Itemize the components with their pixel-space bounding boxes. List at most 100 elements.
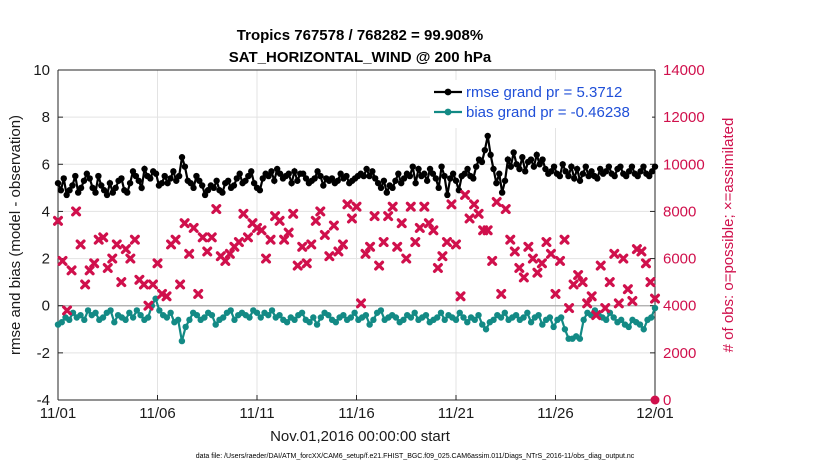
series-point [360,172,367,180]
series-point [636,321,644,328]
series-point [464,319,471,326]
assimilated-obs-point [514,263,525,273]
legend-marker [444,88,452,96]
assimilated-obs-point [527,253,538,264]
series-point [167,175,174,182]
assimilated-obs-point [496,288,507,299]
assimilated-obs-point [545,248,556,259]
x-tick-label: 12/01 [636,405,674,422]
series-3 [53,189,660,321]
series-point [58,319,65,326]
series-point [441,172,448,180]
assimilated-obs-point [595,260,606,271]
assimilated-obs-point [71,206,82,217]
assimilated-obs-point [414,222,425,233]
series-point [527,319,535,326]
assimilated-obs-point [392,241,403,252]
assimilated-obs-point [455,291,466,302]
series-point [311,175,318,182]
y-tick-label: 2 [42,251,50,268]
series-point [435,184,442,192]
series-point [306,319,313,326]
series-point [265,172,272,180]
series-point [530,163,538,170]
x-tick-label: 11/26 [537,405,573,422]
series-point [585,172,592,180]
series-point [60,175,67,182]
assimilated-obs-point [224,248,235,259]
series-point [484,132,491,140]
series-point [565,172,572,180]
assimilated-obs-point [202,246,213,257]
assimilated-obs-point [387,201,398,212]
legend-label: rmse grand pr = 5.3712 [466,84,622,101]
legend-box [430,80,652,128]
x-tick-label: 11/11 [239,405,274,422]
assimilated-obs-point [383,211,394,222]
series-point [412,179,419,187]
x-tick-label: 11/06 [139,405,175,422]
series-point [288,179,295,187]
assimilated-obs-point [432,263,443,273]
assimilated-obs-point [613,298,624,309]
series-point [597,165,604,173]
series-point [54,179,62,187]
series-point [137,311,144,319]
series-point [74,189,82,196]
series-point [512,311,520,319]
series-point [253,309,261,316]
series-point [482,326,490,333]
series-point [186,316,193,324]
series-point [227,307,234,314]
series-point [366,172,373,180]
series-0 [54,132,659,199]
assimilated-obs-point [265,234,276,245]
series-point [527,156,535,163]
series-point [111,319,118,326]
series-point [550,323,557,331]
y-right-tick-label: 14000 [663,62,705,79]
series-point [310,314,317,321]
series-point [510,149,517,156]
series-point [400,175,408,182]
series-point [406,172,414,180]
possible-obs-point [650,395,660,405]
assimilated-obs-point [107,253,118,264]
series-point [213,177,220,184]
y-right-tick-label: 4000 [663,298,696,315]
assimilated-obs-point [586,291,597,302]
series-point [276,170,284,177]
series-point [332,319,340,326]
assimilated-obs-point [618,253,629,264]
y-tick-label: 6 [42,156,50,173]
assimilated-obs-point [152,258,163,269]
series-point [648,168,656,175]
series-point [461,170,468,177]
series-point [80,177,88,184]
series-point [193,172,200,180]
series-point [395,170,402,177]
series-point [98,182,105,189]
series-point [380,177,388,184]
series-point [392,177,399,184]
series-point [99,314,107,321]
data-file-footnote: data file: /Users/raeder/DAI/ATM_forcXX/… [196,453,635,460]
series-point [212,321,219,328]
series-point [449,170,457,177]
series-point [187,179,194,187]
series-point [374,179,382,187]
assimilated-obs-point [640,258,651,269]
series-point [233,175,241,182]
assimilated-obs-point [437,251,448,262]
assimilated-obs-point [419,201,430,212]
series-point [77,311,84,319]
series-point [369,168,376,175]
assimilated-obs-point [175,279,186,290]
assimilated-obs-point [500,204,511,215]
series-point [628,163,636,170]
assimilated-obs-point [333,246,344,257]
assimilated-obs-point [125,253,136,264]
assimilated-obs-point [356,298,367,309]
series-point [210,184,217,192]
series-point [493,179,500,187]
